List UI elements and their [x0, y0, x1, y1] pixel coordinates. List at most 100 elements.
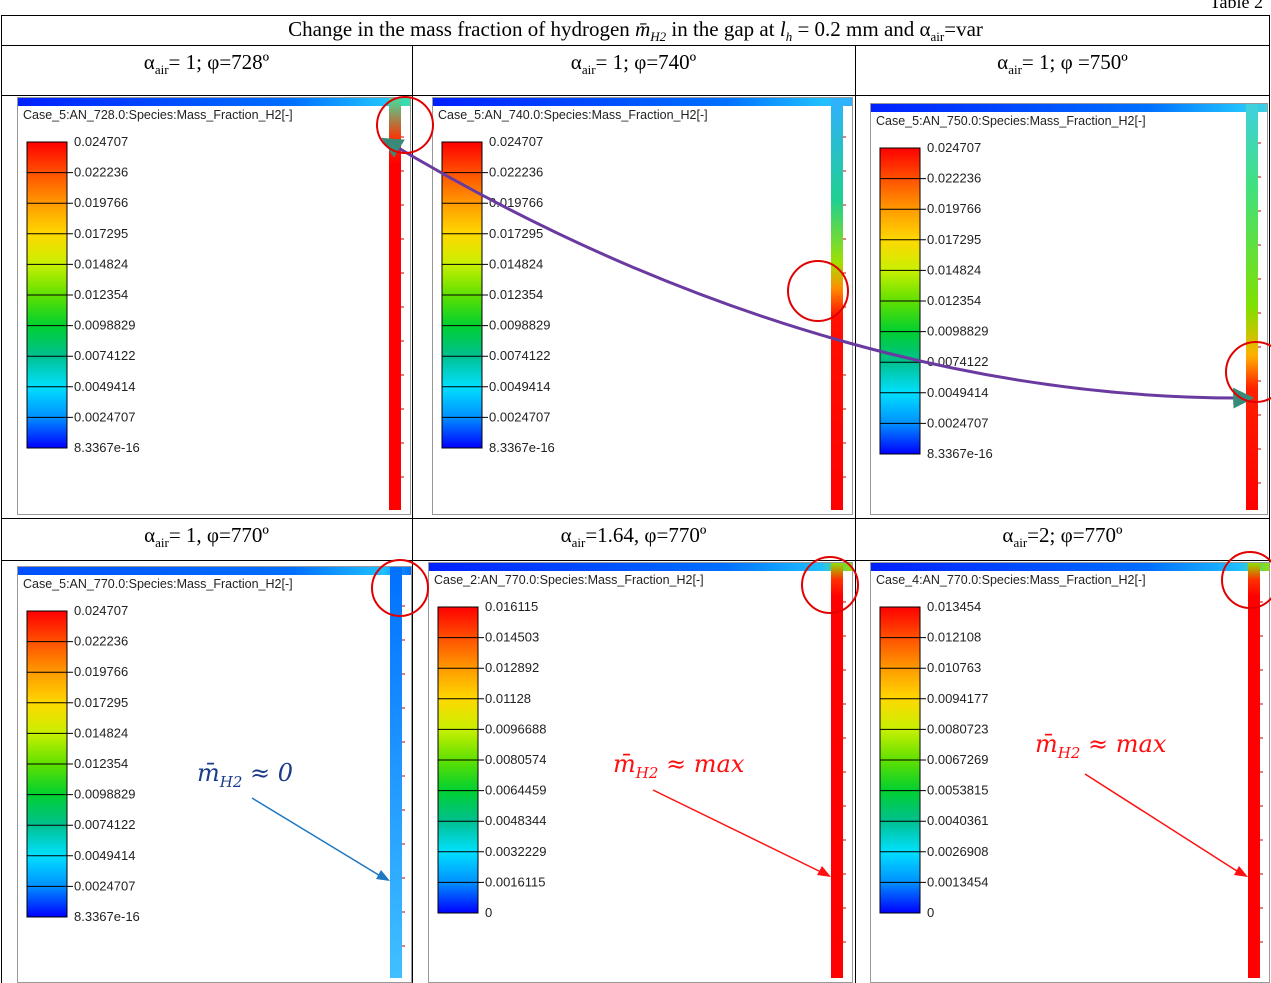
- legend-value: 0.014824: [74, 725, 128, 740]
- header-part: α: [571, 50, 582, 74]
- page: Table 2 Change in the mass fraction of h…: [0, 0, 1271, 983]
- col-line: [1, 15, 2, 983]
- title-a-sub: air: [931, 29, 945, 44]
- legend-value: 8.3367e-16: [74, 440, 140, 455]
- legend-value: 0.0024707: [74, 409, 135, 424]
- legend-value: 0.012354: [927, 293, 981, 308]
- top-strip: [429, 563, 852, 571]
- panel-header: αair=1.64, φ=770º: [412, 523, 855, 551]
- legend-value: 0.017295: [74, 226, 128, 241]
- legend-value: 0.0040361: [927, 813, 988, 828]
- legend-value: 0.0098829: [74, 787, 135, 802]
- legend-value: 0.024707: [74, 134, 128, 149]
- legend-value: 0.0098829: [74, 318, 135, 333]
- annotation-rest: ≈ max: [1080, 730, 1166, 758]
- legend-value: 0.024707: [927, 140, 981, 155]
- legend-value: 0.0098829: [489, 318, 550, 333]
- header-part: α: [1002, 523, 1013, 547]
- table-title: Change in the mass fraction of hydrogen …: [1, 17, 1270, 45]
- legend-value: 0.019766: [74, 664, 128, 679]
- col-line: [412, 45, 413, 983]
- right-strip: [831, 563, 843, 978]
- legend-value: 0.012892: [485, 660, 539, 675]
- legend-value: 0.0049414: [927, 385, 988, 400]
- legend-value: 0.0013454: [927, 874, 988, 889]
- legend-value: 0.022236: [927, 171, 981, 186]
- right-strip: [390, 567, 402, 978]
- top-strip: [871, 104, 1267, 112]
- legend-value: 0.012354: [74, 756, 128, 771]
- legend-value: 0.022236: [489, 165, 543, 180]
- legend-value: 8.3367e-16: [489, 440, 555, 455]
- header-part: =2; φ=770º: [1027, 523, 1122, 547]
- legend-value: 0: [485, 905, 492, 920]
- header-part: air: [155, 62, 169, 77]
- legend-value: 0.0053815: [927, 783, 988, 798]
- header-part: =1.64, φ=770º: [585, 523, 706, 547]
- plot-title: Case_4:AN_770.0:Species:Mass_Fraction_H2…: [876, 573, 1146, 587]
- legend-value: 0.013454: [927, 599, 981, 614]
- legend-value: 0.024707: [74, 603, 128, 618]
- legend-value: 0.0048344: [485, 813, 546, 828]
- annotation: m̄H2 ≈ 0: [197, 759, 293, 791]
- legend-value: 0.019766: [489, 195, 543, 210]
- legend-value: 0.0094177: [927, 691, 988, 706]
- panel-image: Case_5:AN_740.0:Species:Mass_Fraction_H2…: [432, 97, 853, 515]
- right-strip: [389, 98, 401, 510]
- header-part: air: [155, 535, 169, 550]
- header-part: air: [1008, 62, 1022, 77]
- panel-image: Case_5:AN_728.0:Species:Mass_Fraction_H2…: [17, 97, 411, 515]
- row-line: [1, 15, 1270, 16]
- legend-value: 0.0096688: [485, 721, 546, 736]
- annotation-var: m̄: [613, 750, 636, 778]
- legend-value: 0.014503: [485, 630, 539, 645]
- header-part: = 1, φ=770º: [169, 523, 269, 547]
- top-strip: [18, 98, 410, 106]
- legend-value: 0.0074122: [74, 348, 135, 363]
- legend-value: 0.0098829: [927, 324, 988, 339]
- annotation-sub: H2: [219, 773, 243, 791]
- title-text: =var: [944, 17, 983, 41]
- legend-value: 0.0074122: [927, 354, 988, 369]
- legend-value: 0.0024707: [927, 415, 988, 430]
- legend-value: 0.0026908: [927, 844, 988, 859]
- right-strip: [1246, 104, 1258, 510]
- legend-value: 0.017295: [74, 695, 128, 710]
- row-line: [1, 95, 1270, 96]
- legend-value: 0.0074122: [74, 817, 135, 832]
- legend-value: 8.3367e-16: [927, 446, 993, 461]
- row-line: [1, 560, 1270, 561]
- legend-value: 0: [927, 905, 934, 920]
- plot-title: Case_5:AN_740.0:Species:Mass_Fraction_H2…: [438, 108, 708, 122]
- legend-value: 0.0080574: [485, 752, 546, 767]
- table-caption: Table 2: [1210, 0, 1263, 13]
- top-strip: [871, 563, 1269, 571]
- legend-value: 0.0024707: [74, 878, 135, 893]
- legend-value: 0.0074122: [489, 348, 550, 363]
- legend-value: 0.019766: [927, 201, 981, 216]
- header-part: air: [572, 535, 586, 550]
- panel-header: αair= 1, φ=770º: [1, 523, 412, 551]
- annotation-sub: H2: [635, 764, 659, 782]
- panel-header: αair= 1; φ=728º: [1, 50, 412, 78]
- legend-value: 0.0024707: [489, 409, 550, 424]
- annotation-sub: H2: [1057, 744, 1081, 762]
- legend-value: 0.017295: [927, 232, 981, 247]
- panel-image: Case_5:AN_750.0:Species:Mass_Fraction_H2…: [870, 103, 1268, 515]
- legend-value: 0.019766: [74, 195, 128, 210]
- legend-value: 0.0049414: [489, 379, 550, 394]
- header-part: α: [144, 523, 155, 547]
- plot-title: Case_2:AN_770.0:Species:Mass_Fraction_H2…: [434, 573, 704, 587]
- header-part: α: [997, 50, 1008, 74]
- annotation: m̄H2 ≈ max: [613, 750, 745, 782]
- legend-value: 0.01128: [485, 691, 531, 706]
- right-strip: [831, 98, 843, 510]
- panel-image: Case_2:AN_770.0:Species:Mass_Fraction_H2…: [428, 562, 853, 983]
- header-part: = 1; φ=728º: [169, 50, 270, 74]
- annotation-var: m̄: [1035, 730, 1058, 758]
- legend-value: 0.024707: [489, 134, 543, 149]
- top-strip: [18, 567, 411, 575]
- title-var: m̄: [635, 17, 650, 41]
- title-var-sub: H2: [650, 29, 666, 44]
- legend-value: 0.017295: [489, 226, 543, 241]
